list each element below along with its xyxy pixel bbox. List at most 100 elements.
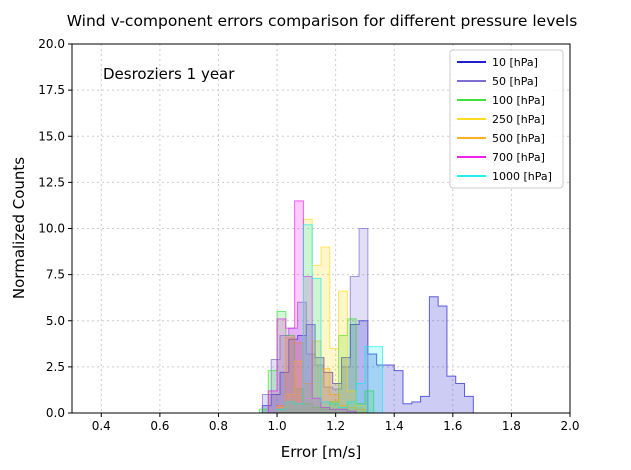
bar-6-6: [329, 403, 339, 413]
y-axis-label: Normalized Counts: [10, 157, 28, 299]
bar-4-1: [285, 337, 295, 413]
y-tick-label-7: 17.5: [38, 83, 65, 97]
bar-1-2: [279, 335, 289, 413]
bar-6-2: [294, 403, 304, 413]
bar-6-5: [321, 401, 330, 413]
series-outline-3: [276, 218, 366, 413]
bar-1-0: [262, 394, 272, 413]
bar-1-1: [271, 359, 280, 413]
series-layer: [258, 200, 474, 413]
bar-3-5: [321, 246, 330, 413]
bar-3-0: [277, 407, 286, 413]
bar-1-11: [359, 228, 368, 413]
legend-label-5: 700 [hPa]: [492, 151, 545, 164]
bar-5-0: [268, 390, 278, 413]
bar-6-11: [373, 346, 383, 413]
x-tick-label-1: 0.6: [150, 419, 169, 433]
legend-label-0: 10 [hPa]: [492, 56, 538, 69]
x-tick-label-4: 1.2: [326, 419, 345, 433]
bar-0-20: [438, 305, 447, 413]
bar-5-8: [338, 409, 348, 413]
bar-2-10: [347, 318, 357, 413]
x-tick-label-5: 1.4: [385, 419, 404, 433]
bar-5-1: [277, 318, 286, 413]
series-6: [276, 224, 384, 413]
bar-0-11: [359, 320, 368, 413]
bar-5-2: [285, 328, 295, 413]
y-tick-label-1: 2.5: [46, 360, 65, 374]
x-tick-label-0: 0.4: [92, 419, 111, 433]
bar-1-8: [332, 389, 342, 413]
bar-5-7: [329, 409, 339, 413]
bar-0-4: [297, 335, 307, 413]
chart-title: Wind v-component errors comparison for d…: [67, 12, 578, 30]
bar-0-18: [420, 396, 430, 413]
bar-0-3: [288, 339, 298, 413]
bar-3-2: [294, 361, 304, 413]
x-tick-label-2: 0.8: [209, 419, 228, 433]
x-axis-label: Error [m/s]: [281, 443, 362, 461]
y-tick-label-6: 15.0: [38, 129, 65, 143]
series-outline-1: [261, 228, 369, 413]
bar-0-21: [446, 376, 456, 413]
y-tick-label-2: 5.0: [46, 314, 65, 328]
bar-2-11: [356, 403, 365, 413]
bar-6-3: [303, 224, 313, 413]
bar-6-10: [364, 346, 374, 413]
chart-annotation: Desroziers 1 year: [103, 65, 235, 83]
bar-0-12: [367, 353, 377, 413]
bar-3-7: [338, 291, 348, 413]
x-tick-label-8: 2.0: [560, 419, 579, 433]
bar-2-7: [321, 409, 330, 413]
legend: 10 [hPa] 50 [hPa] 100 [hPa] 250 [hPa] 500 [h…: [449, 49, 564, 189]
bar-0-2: [279, 372, 289, 413]
bar-1-9: [341, 366, 351, 413]
bar-1-6: [315, 365, 324, 413]
bar-6-0: [277, 409, 286, 413]
legend-label-2: 100 [hPa]: [492, 94, 545, 107]
bar-0-6: [315, 357, 324, 413]
bar-2-5: [303, 403, 313, 413]
legend-label-3: 250 [hPa]: [492, 113, 545, 126]
legend-label-4: 500 [hPa]: [492, 132, 545, 145]
bar-0-1: [271, 394, 280, 413]
bar-2-4: [294, 389, 304, 413]
series-outline-6: [276, 224, 384, 413]
bar-5-4: [303, 276, 313, 413]
x-tick-label-3: 1.0: [268, 419, 287, 433]
bar-0-13: [376, 365, 386, 413]
bar-5-5: [312, 398, 321, 413]
x-axis-ticks: 0.4 0.6 0.8 1.0 1.2 1.4 1.6 1.8 2.0: [92, 413, 580, 433]
x-tick-label-6: 1.6: [443, 419, 462, 433]
bar-4-4: [312, 341, 321, 413]
y-tick-label-3: 7.5: [46, 268, 65, 282]
y-tick-label-0: 0.0: [46, 406, 65, 420]
bar-0-10: [350, 324, 360, 413]
bar-4-8: [347, 407, 357, 413]
bar-3-3: [303, 219, 313, 413]
legend-box: [449, 49, 564, 189]
bar-1-7: [323, 387, 333, 413]
bar-0-14: [385, 365, 395, 413]
bar-1-4: [297, 302, 307, 413]
series-0: [261, 296, 474, 413]
bar-0-23: [464, 396, 474, 413]
bar-6-9: [356, 383, 365, 413]
x-tick-label-7: 1.8: [502, 419, 521, 433]
bar-5-9: [347, 411, 357, 413]
bar-6-8: [347, 401, 357, 413]
bar-0-22: [455, 383, 465, 413]
bar-0-16: [403, 403, 412, 413]
bar-2-3: [285, 335, 295, 413]
bar-0-15: [394, 370, 404, 413]
bar-6-4: [312, 278, 321, 413]
bar-2-0: [259, 409, 269, 413]
bar-4-3: [303, 383, 313, 413]
bar-3-4: [312, 265, 321, 413]
legend-label-1: 50 [hPa]: [492, 75, 538, 88]
bar-1-3: [288, 328, 298, 413]
bar-0-17: [411, 401, 421, 413]
bar-3-6: [329, 348, 339, 413]
bar-1-10: [350, 276, 360, 413]
legend-label-6: 1000 [hPa]: [492, 170, 552, 183]
